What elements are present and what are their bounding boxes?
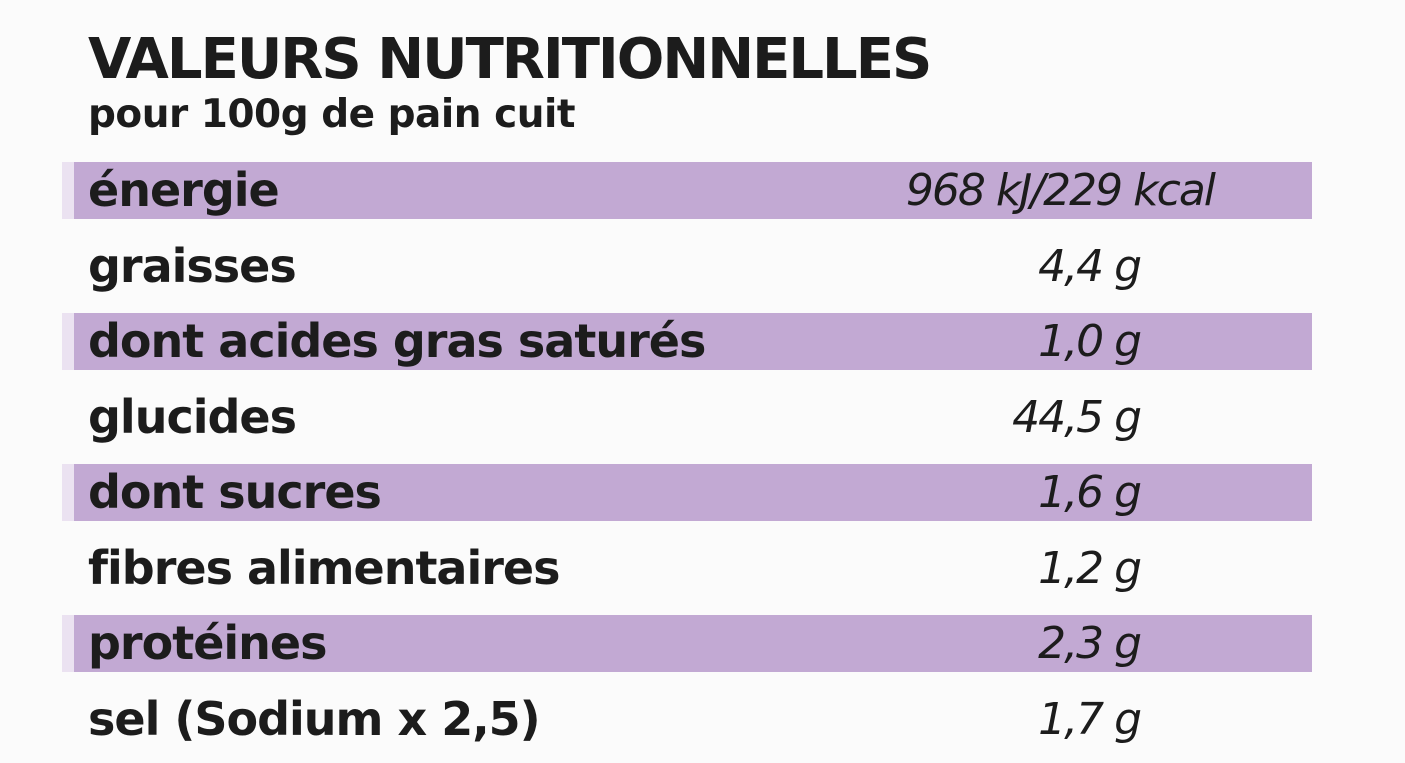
nutrition-row-graisses: graisses 4,4 g xyxy=(62,235,1312,311)
nutrition-table: énergie 968 kJ/229 kcal graisses 4,4 g d… xyxy=(62,159,1312,763)
nutrient-value: 1,2 g xyxy=(1038,542,1142,594)
nutrient-label: dont acides gras saturés xyxy=(88,314,706,368)
nutrition-subtitle: pour 100g de pain cuit xyxy=(88,92,575,137)
nutrition-row-energie: énergie 968 kJ/229 kcal xyxy=(62,159,1312,235)
nutrition-row-sel: sel (Sodium x 2,5) 1,7 g xyxy=(62,688,1312,763)
row-highlight-band xyxy=(62,313,1312,370)
row-highlight-band xyxy=(62,464,1312,521)
row-highlight-band xyxy=(62,615,1312,672)
nutrient-label: fibres alimentaires xyxy=(88,540,561,595)
nutrition-title: VALEURS NUTRITIONNELLES xyxy=(88,27,932,92)
nutrition-row-glucides: glucides 44,5 g xyxy=(62,386,1312,462)
nutrient-label: énergie xyxy=(88,163,280,217)
nutrient-label: dont sucres xyxy=(88,465,382,519)
nutrition-row-proteines: protéines 2,3 g xyxy=(62,612,1312,688)
nutrient-value: 1,6 g xyxy=(1038,467,1142,518)
nutrient-label: graisses xyxy=(88,238,297,293)
nutrient-value: 2,3 g xyxy=(1038,618,1142,669)
nutrition-row-sucres: dont sucres 1,6 g xyxy=(62,461,1312,537)
nutrient-value: 4,4 g xyxy=(1038,240,1142,292)
nutrient-value: 968 kJ/229 kcal xyxy=(905,165,1216,216)
row-highlight-band xyxy=(62,162,1312,219)
nutrition-row-acides-gras-satures: dont acides gras saturés 1,0 g xyxy=(62,310,1312,386)
nutrient-value: 1,7 g xyxy=(1038,693,1142,745)
nutrient-label: sel (Sodium x 2,5) xyxy=(88,691,541,746)
nutrient-label: protéines xyxy=(88,616,327,670)
nutrient-value: 44,5 g xyxy=(1012,391,1142,443)
nutrient-value: 1,0 g xyxy=(1038,316,1142,367)
nutrition-row-fibres: fibres alimentaires 1,2 g xyxy=(62,537,1312,613)
nutrient-label: glucides xyxy=(88,389,297,444)
